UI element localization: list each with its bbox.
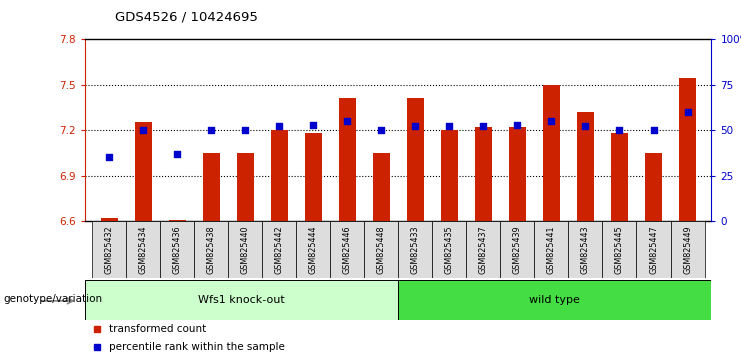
Bar (671, 221, 705, 278)
Text: Wfs1 knock-out: Wfs1 knock-out (199, 295, 285, 305)
Point (239, 127, 251, 133)
Point (511, 122, 523, 127)
Point (342, 118, 353, 124)
Bar (228, 221, 262, 278)
Bar (262, 221, 296, 278)
Bar (296, 221, 330, 278)
Bar (135, 122, 152, 221)
Text: GSM825444: GSM825444 (309, 226, 318, 274)
Text: GDS4526 / 10424695: GDS4526 / 10424695 (115, 11, 258, 24)
Bar (441, 130, 458, 221)
Bar (126, 221, 160, 278)
Text: GSM825434: GSM825434 (139, 226, 147, 274)
Text: GSM825432: GSM825432 (104, 226, 113, 274)
Point (205, 127, 217, 133)
Point (477, 124, 489, 129)
Point (171, 151, 183, 156)
Bar (169, 220, 185, 221)
Text: GSM825442: GSM825442 (275, 226, 284, 274)
Bar (475, 127, 492, 221)
Bar (339, 98, 356, 221)
Point (614, 127, 625, 133)
Point (137, 127, 149, 133)
Bar (645, 153, 662, 221)
Bar (602, 221, 637, 278)
Text: GSM825438: GSM825438 (207, 226, 216, 274)
Bar (466, 221, 500, 278)
Bar (399, 280, 711, 320)
Bar (568, 221, 602, 278)
Text: GSM825449: GSM825449 (683, 226, 692, 274)
Bar (679, 79, 696, 221)
Text: GSM825440: GSM825440 (241, 226, 250, 274)
Point (682, 109, 694, 115)
Text: GSM825445: GSM825445 (615, 226, 624, 274)
Text: GSM825441: GSM825441 (547, 226, 556, 274)
Bar (407, 98, 424, 221)
Text: GSM825433: GSM825433 (411, 226, 420, 274)
Bar (101, 218, 118, 221)
Bar (509, 127, 526, 221)
Point (443, 124, 455, 129)
Point (648, 127, 659, 133)
Text: wild type: wild type (529, 295, 580, 305)
Bar (373, 153, 390, 221)
Bar (202, 153, 219, 221)
Text: GSM825447: GSM825447 (649, 226, 658, 274)
Text: GSM825448: GSM825448 (376, 226, 386, 274)
Point (409, 124, 421, 129)
Text: GSM825437: GSM825437 (479, 226, 488, 274)
Bar (305, 133, 322, 221)
Text: percentile rank within the sample: percentile rank within the sample (109, 342, 285, 352)
Text: genotype/variation: genotype/variation (4, 294, 103, 304)
Bar (534, 221, 568, 278)
Point (103, 155, 115, 160)
Text: GSM825446: GSM825446 (343, 226, 352, 274)
Bar (611, 133, 628, 221)
Bar (194, 221, 228, 278)
Point (376, 127, 388, 133)
Point (273, 124, 285, 129)
Bar (365, 221, 399, 278)
Bar (85, 280, 399, 320)
Point (545, 118, 557, 124)
Bar (637, 221, 671, 278)
Bar (432, 221, 466, 278)
Point (579, 124, 591, 129)
Bar (236, 153, 253, 221)
Bar (543, 85, 560, 221)
Bar (160, 221, 194, 278)
Text: GSM825435: GSM825435 (445, 226, 453, 274)
Text: GSM825439: GSM825439 (513, 226, 522, 274)
Bar (92, 221, 126, 278)
Bar (500, 221, 534, 278)
Bar (577, 112, 594, 221)
Bar (399, 221, 432, 278)
Text: GSM825443: GSM825443 (581, 226, 590, 274)
Text: transformed count: transformed count (109, 324, 206, 334)
Text: GSM825436: GSM825436 (173, 226, 182, 274)
Bar (270, 130, 288, 221)
Bar (330, 221, 365, 278)
Point (308, 122, 319, 127)
